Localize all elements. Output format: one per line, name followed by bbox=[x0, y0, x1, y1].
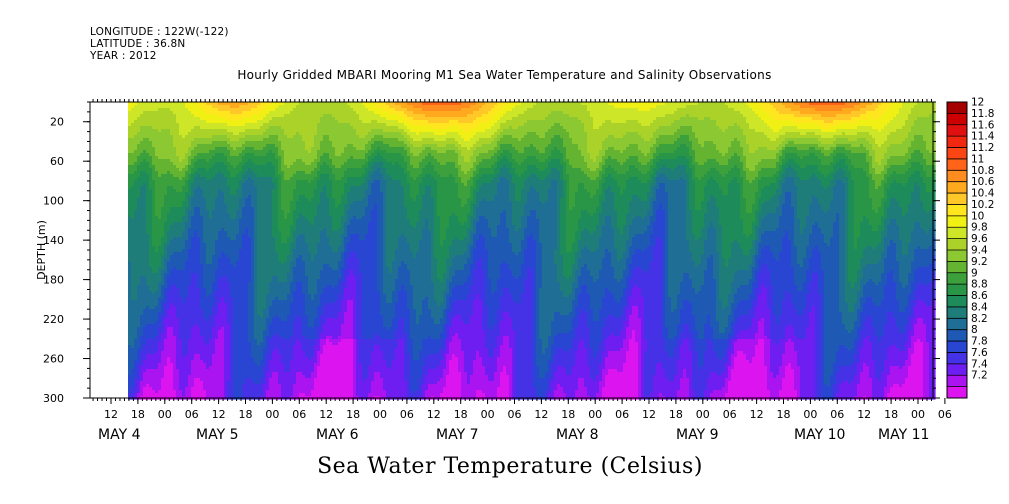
heatmap-field bbox=[128, 102, 936, 400]
